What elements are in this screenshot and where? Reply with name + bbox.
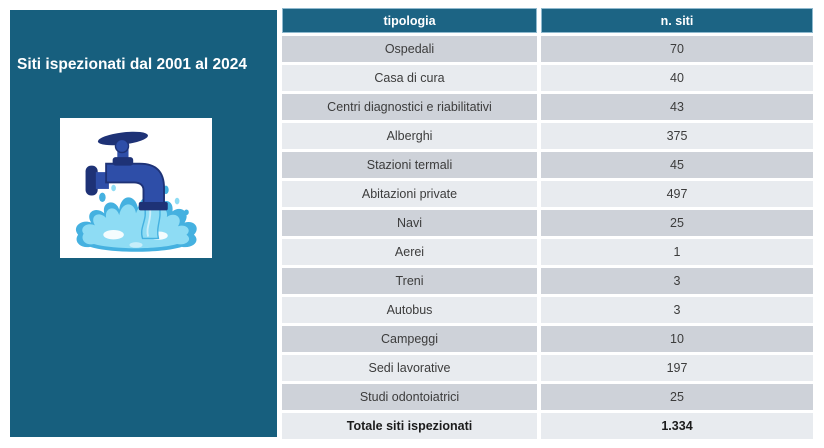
cell-n-siti: 375 xyxy=(541,123,813,149)
water-tap-image-box xyxy=(60,118,212,258)
cell-n-siti: 197 xyxy=(541,355,813,381)
table-row-ospedali: Ospedali 70 xyxy=(282,36,813,62)
table-row-campeggi: Campeggi 10 xyxy=(282,326,813,352)
cell-tipologia: Abitazioni private xyxy=(282,181,537,207)
cell-n-siti: 25 xyxy=(541,210,813,236)
table-header-row: tipologia n. siti xyxy=(282,8,813,33)
cell-tipologia: Aerei xyxy=(282,239,537,265)
cell-tipologia: Navi xyxy=(282,210,537,236)
cell-n-siti: 43 xyxy=(541,94,813,120)
water-tap-splash-icon xyxy=(75,131,197,252)
cell-tipologia: Centri diagnostici e riabilitativi xyxy=(282,94,537,120)
cell-tipologia: Treni xyxy=(282,268,537,294)
cell-tipologia: Stazioni termali xyxy=(282,152,537,178)
cell-n-siti: 3 xyxy=(541,297,813,323)
total-label: Totale siti ispezionati xyxy=(282,413,537,439)
table-total-row: Totale siti ispezionati 1.334 xyxy=(282,413,813,439)
table-row-centri-diagnostici: Centri diagnostici e riabilitativi 43 xyxy=(282,94,813,120)
table-row-aerei: Aerei 1 xyxy=(282,239,813,265)
cell-n-siti: 1 xyxy=(541,239,813,265)
cell-tipologia: Alberghi xyxy=(282,123,537,149)
cell-tipologia: Autobus xyxy=(282,297,537,323)
cell-tipologia: Ospedali xyxy=(282,36,537,62)
cell-n-siti: 25 xyxy=(541,384,813,410)
cell-n-siti: 3 xyxy=(541,268,813,294)
table-row-autobus: Autobus 3 xyxy=(282,297,813,323)
cell-n-siti: 10 xyxy=(541,326,813,352)
table-row-alberghi: Alberghi 375 xyxy=(282,123,813,149)
cell-tipologia: Campeggi xyxy=(282,326,537,352)
table-row-abitazioni-private: Abitazioni private 497 xyxy=(282,181,813,207)
table-row-stazioni-termali: Stazioni termali 45 xyxy=(282,152,813,178)
cell-n-siti: 497 xyxy=(541,181,813,207)
table-row-sedi-lavorative: Sedi lavorative 197 xyxy=(282,355,813,381)
column-header-tipologia: tipologia xyxy=(282,8,537,33)
page-title: Siti ispezionati dal 2001 al 2024 xyxy=(17,56,248,73)
table-row-treni: Treni 3 xyxy=(282,268,813,294)
table-row-studi-odontoiatrici: Studi odontoiatrici 25 xyxy=(282,384,813,410)
table-row-casa-di-cura: Casa di cura 40 xyxy=(282,65,813,91)
cell-tipologia: Sedi lavorative xyxy=(282,355,537,381)
cell-n-siti: 70 xyxy=(541,36,813,62)
cell-n-siti: 45 xyxy=(541,152,813,178)
table-row-navi: Navi 25 xyxy=(282,210,813,236)
total-value: 1.334 xyxy=(541,413,813,439)
left-panel: Siti ispezionati dal 2001 al 2024 xyxy=(10,10,277,437)
column-header-n-siti: n. siti xyxy=(541,8,813,33)
sites-table: tipologia n. siti Ospedali 70 Casa di cu… xyxy=(282,8,813,439)
cell-tipologia: Studi odontoiatrici xyxy=(282,384,537,410)
cell-n-siti: 40 xyxy=(541,65,813,91)
cell-tipologia: Casa di cura xyxy=(282,65,537,91)
